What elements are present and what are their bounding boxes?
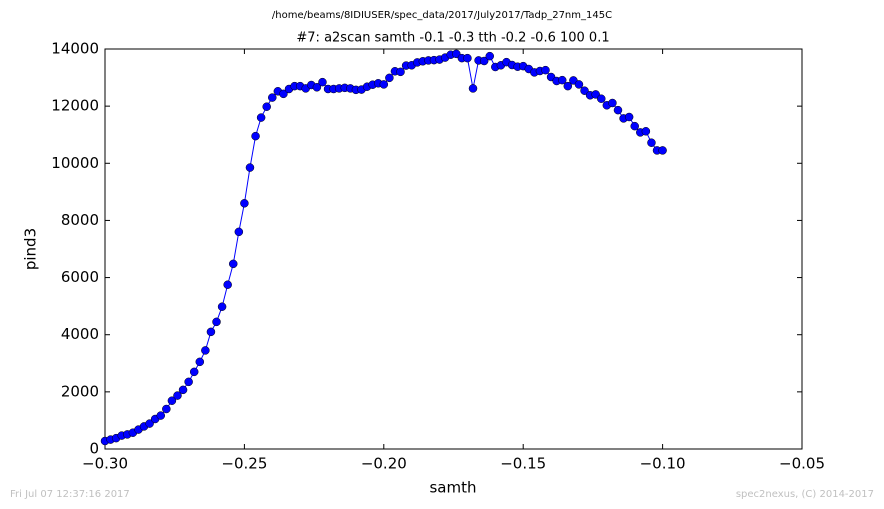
- data-point: [658, 146, 667, 155]
- data-point: [184, 377, 193, 387]
- data-point: [268, 93, 277, 102]
- data-point: [234, 227, 244, 237]
- x-tick-label: −0.30: [82, 455, 128, 473]
- y-tick-label: 0: [89, 440, 99, 458]
- data-point: [206, 327, 216, 337]
- data-point: [557, 75, 567, 85]
- data-point: [189, 367, 199, 377]
- x-tick-label: −0.10: [640, 455, 686, 473]
- data-point: [396, 67, 405, 77]
- y-tick-label: 4000: [61, 325, 99, 343]
- data-point: [245, 163, 255, 172]
- plot-frame: [104, 48, 803, 450]
- data-point: [580, 86, 589, 95]
- y-tick-label: 12000: [51, 97, 99, 115]
- data-point: [479, 56, 489, 66]
- data-point: [178, 385, 188, 395]
- y-tick-label: 14000: [51, 40, 99, 58]
- data-point: [201, 346, 210, 355]
- footer-left: Fri Jul 07 12:37:16 2017: [10, 489, 130, 500]
- data-point: [613, 105, 623, 115]
- y-tick-label: 6000: [61, 268, 99, 286]
- data-point: [574, 80, 584, 89]
- data-point: [641, 127, 651, 136]
- suptitle: /home/beams/8IDIUSER/spec_data/2017/July…: [272, 10, 612, 21]
- data-point: [167, 396, 177, 405]
- x-axis-label: samth: [429, 479, 476, 497]
- data-point: [385, 73, 394, 83]
- data-point: [597, 94, 606, 103]
- x-tick-label: −0.15: [500, 455, 546, 473]
- data-point: [256, 113, 266, 122]
- x-tick-label: −0.25: [221, 455, 267, 473]
- data-point: [624, 112, 634, 122]
- data-point: [279, 89, 288, 99]
- data-point: [173, 391, 182, 400]
- data-point: [318, 77, 327, 87]
- data-point: [630, 121, 639, 131]
- data-point: [647, 138, 656, 147]
- y-tick-label: 2000: [61, 382, 99, 400]
- data-point: [195, 357, 205, 367]
- x-tick-label: −0.20: [361, 455, 407, 473]
- y-axis-label: pind3: [22, 228, 40, 270]
- data-point: [223, 280, 232, 289]
- data-point: [217, 302, 227, 311]
- data-point: [162, 404, 171, 414]
- data-point: [228, 259, 238, 269]
- y-tick-label: 10000: [51, 154, 99, 172]
- data-point: [463, 53, 472, 63]
- data-point: [312, 83, 322, 92]
- data-point: [379, 80, 389, 89]
- data-point: [156, 411, 166, 420]
- data-point: [240, 199, 249, 208]
- data-point: [212, 317, 221, 327]
- chart-title: #7: a2scan samth -0.1 -0.3 tth -0.2 -0.6…: [296, 31, 609, 46]
- data-point: [251, 131, 260, 141]
- data-point: [608, 98, 617, 108]
- footer-right: spec2nexus, (C) 2014-2017: [736, 489, 874, 500]
- data-point: [468, 84, 478, 93]
- y-tick-label: 8000: [61, 211, 99, 229]
- data-point: [563, 81, 573, 91]
- x-tick-label: −0.05: [779, 455, 825, 473]
- data-point: [262, 102, 271, 111]
- data-point: [541, 65, 550, 75]
- data-point: [485, 51, 494, 61]
- data-point: [145, 419, 154, 428]
